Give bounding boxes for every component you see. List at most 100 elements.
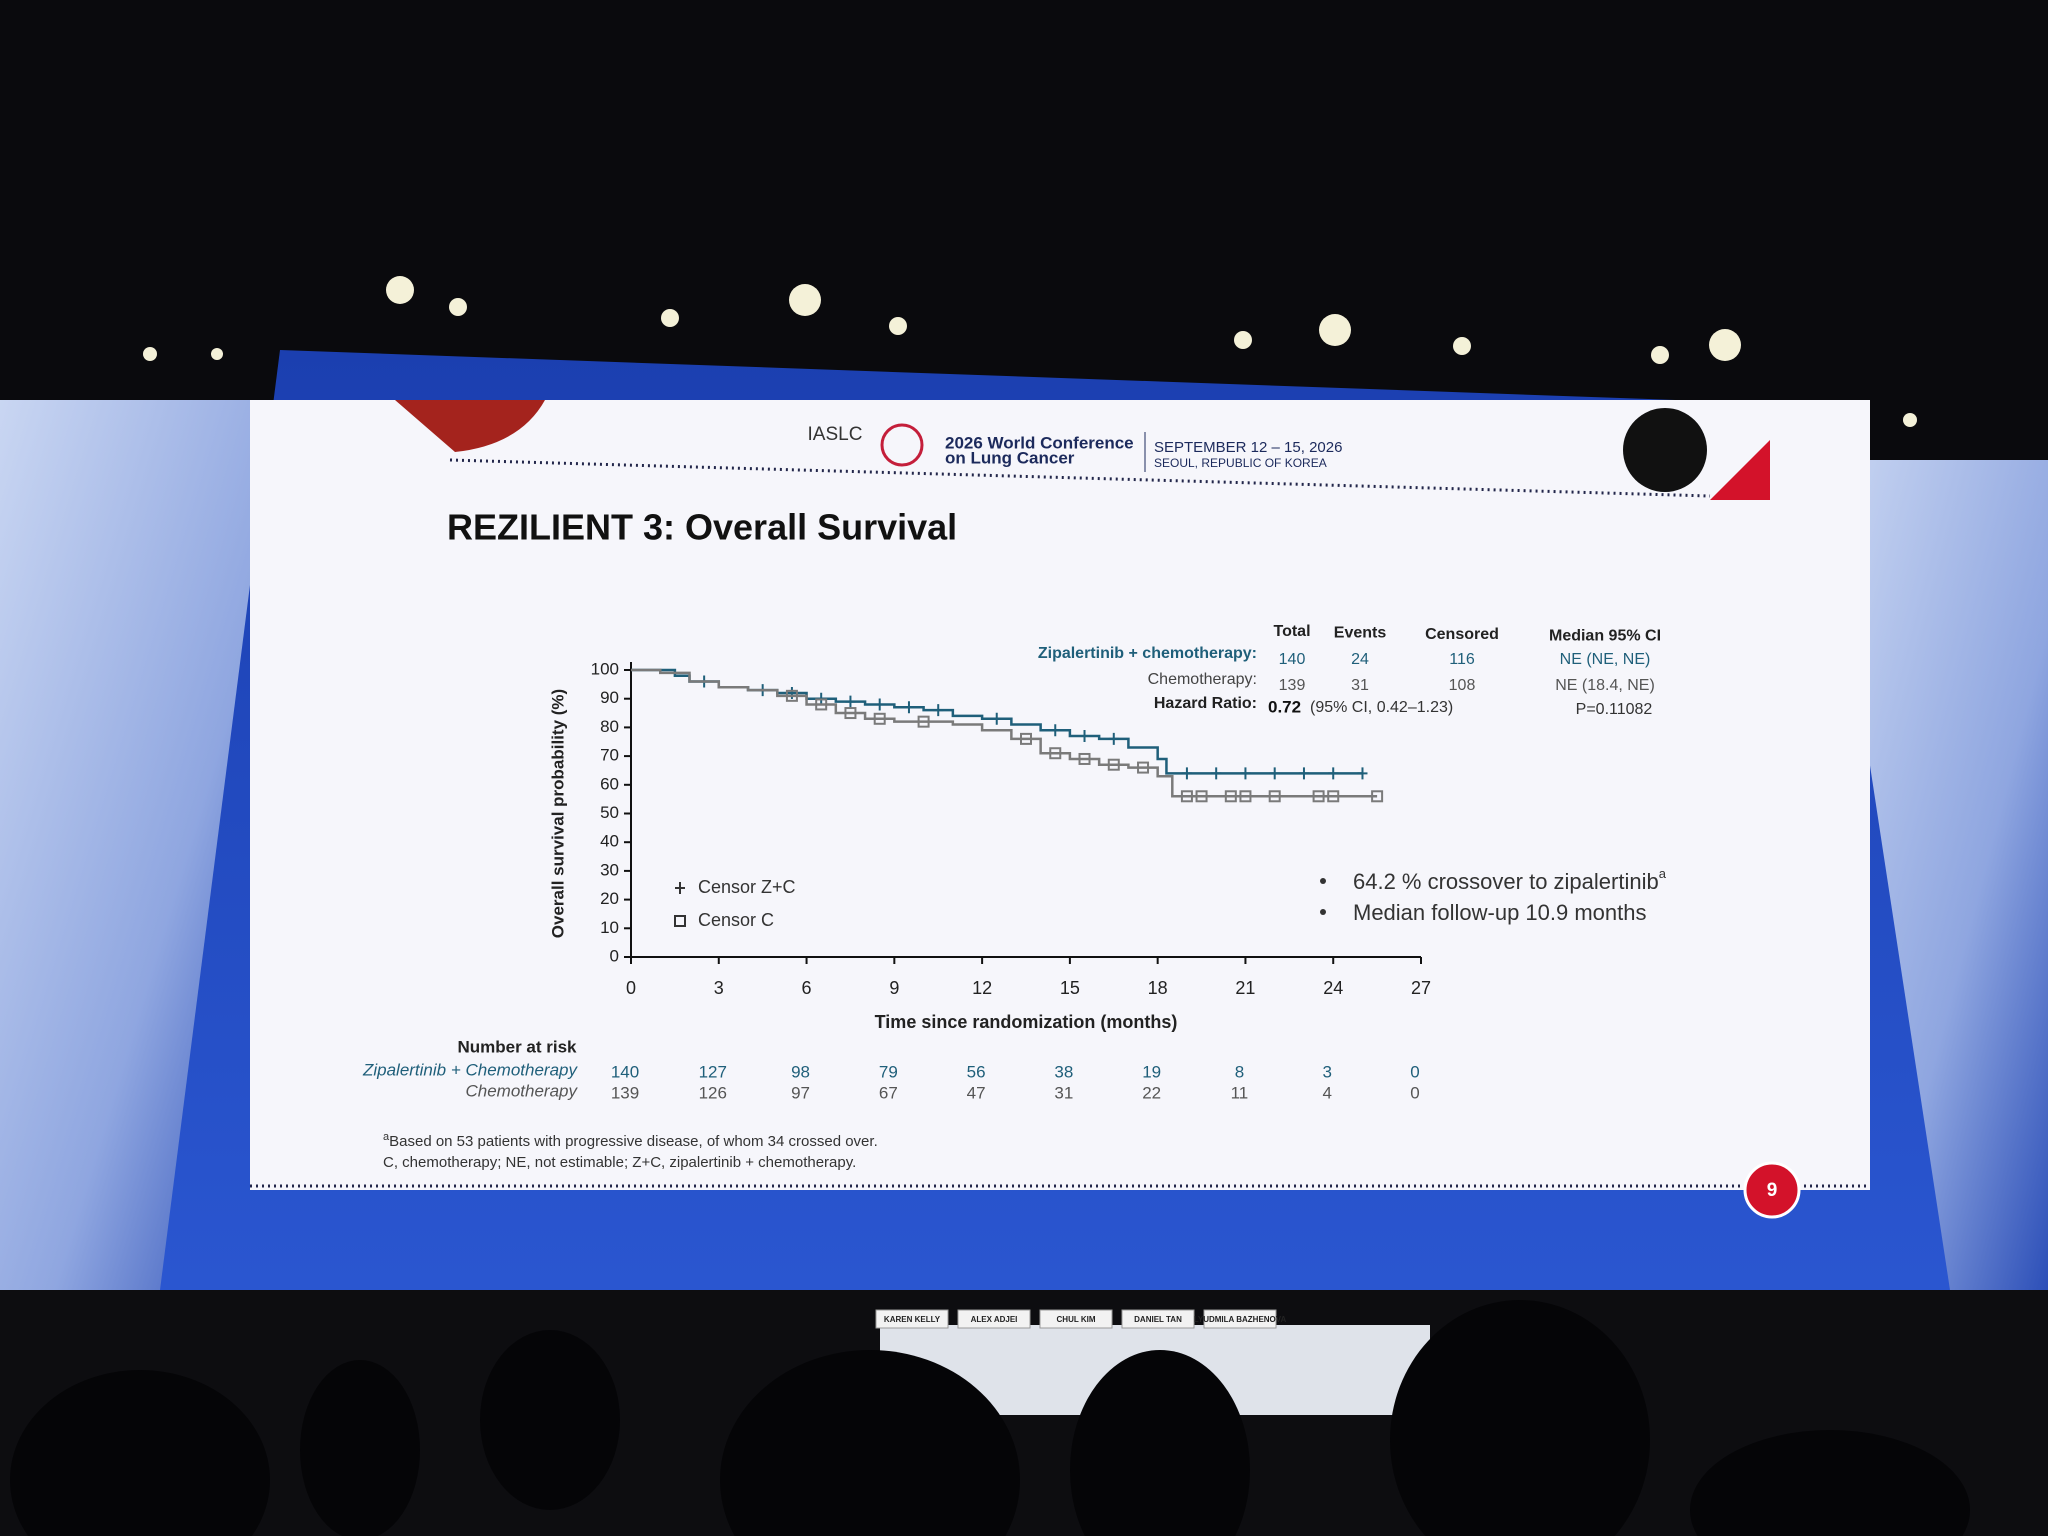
legend-label: Censor Z+C [698, 877, 796, 897]
bullet-main: Median follow-up 10.9 months [1353, 900, 1647, 925]
table-header: Censored [1425, 626, 1499, 643]
risk-count: 19 [1142, 1062, 1161, 1081]
risk-count: 8 [1235, 1062, 1244, 1081]
censor-mark [1240, 767, 1251, 780]
y-tick-label: 20 [600, 889, 619, 908]
censor-mark [1180, 790, 1193, 803]
table-cell: 108 [1449, 677, 1476, 694]
y-tick-label: 70 [600, 746, 619, 765]
footnote: aBased on 53 patients with progressive d… [383, 1131, 878, 1150]
y-axis-label: Overall survival probability (%) [548, 689, 567, 938]
censor-mark [1195, 790, 1208, 803]
hazard-ci: (95% CI, 0.42–1.23) [1310, 699, 1453, 716]
table-cell: 139 [1279, 677, 1306, 694]
superscript: a [383, 1131, 390, 1143]
censor-mark [1078, 752, 1091, 765]
risk-row-label: Chemotherapy [465, 1081, 578, 1100]
hazard-ratio: 0.72 [1268, 697, 1301, 716]
p-value: P=0.11082 [1576, 701, 1653, 718]
x-tick-label: 9 [889, 978, 899, 998]
conference-dates: SEPTEMBER 12 – 15, 2026 [1154, 439, 1342, 456]
table-cell: 31 [1351, 677, 1369, 694]
table-header: Median 95% CI [1549, 628, 1661, 645]
x-tick-label: 24 [1323, 978, 1343, 998]
risk-count: 11 [1231, 1083, 1249, 1102]
censor-mark [1268, 790, 1281, 803]
censor-mark [873, 712, 886, 725]
censor-mark [844, 707, 857, 720]
table-cell: 24 [1351, 651, 1369, 668]
x-tick-label: 15 [1060, 978, 1080, 998]
risk-count: 98 [791, 1062, 810, 1081]
censor-mark [1020, 732, 1032, 745]
hazard-label: Hazard Ratio: [1154, 695, 1257, 712]
censor-mark [1108, 732, 1119, 745]
censor-mark [1269, 767, 1280, 780]
risk-count: 67 [879, 1083, 898, 1102]
bullet-text: 64.2 % crossover to zipalertiniba [1353, 866, 1667, 893]
header-graphic [395, 400, 545, 452]
censor-mark [933, 704, 944, 717]
censor-mark [1312, 790, 1325, 803]
table-header: Events [1334, 625, 1387, 642]
slide-title: REZILIENT 3: Overall Survival [447, 507, 957, 548]
x-tick-label: 3 [714, 978, 724, 998]
survival-curve [631, 668, 1378, 798]
censor-mark [874, 698, 885, 711]
nametag [1039, 1309, 1113, 1329]
footnote-text: C, chemotherapy; NE, not estimable; Z+C,… [383, 1154, 856, 1171]
legend-marker [675, 882, 685, 894]
risk-count: 22 [1142, 1083, 1161, 1102]
risk-count: 139 [611, 1083, 639, 1102]
table-cell: 116 [1449, 651, 1475, 668]
x-tick-label: 12 [972, 978, 992, 998]
censor-mark [1050, 724, 1061, 737]
nametag-text: LYUDMILA BAZHENOVA [1194, 1315, 1287, 1324]
bullet-dot [1320, 909, 1326, 915]
y-tick-label: 50 [600, 803, 619, 822]
nametag [957, 1309, 1031, 1329]
table-row-label: Zipalertinib + chemotherapy: [1038, 645, 1257, 662]
nametag-text: DANIEL TAN [1134, 1315, 1182, 1324]
censor-mark [1137, 761, 1150, 774]
conference-name: on Lung Cancer [945, 448, 1075, 467]
nametag [875, 1309, 949, 1329]
censor-mark [903, 701, 914, 714]
censor-mark [1107, 758, 1120, 771]
audience [10, 1300, 1970, 1536]
legend-marker [674, 915, 686, 927]
censor-mark [815, 698, 828, 711]
nametag-text: KAREN KELLY [884, 1315, 941, 1324]
y-tick-label: 60 [600, 774, 619, 793]
legend-label: Censor C [698, 910, 774, 930]
risk-count: 56 [967, 1062, 986, 1081]
y-tick-label: 90 [600, 688, 619, 707]
x-axis-label: Time since randomization (months) [875, 1012, 1178, 1032]
risk-count: 47 [967, 1083, 986, 1102]
censor-mark [1298, 767, 1309, 780]
x-tick-label: 27 [1411, 978, 1431, 998]
risk-count: 126 [699, 1083, 727, 1102]
risk-count: 3 [1322, 1062, 1331, 1081]
x-tick-label: 6 [802, 978, 812, 998]
header-graphic [1623, 408, 1707, 492]
nametag-text: CHUL KIM [1057, 1315, 1096, 1324]
y-tick-label: 40 [600, 832, 619, 851]
table-cell: NE (18.4, NE) [1555, 677, 1655, 694]
bullet-main: 64.2 % crossover to zipalertinib [1353, 869, 1659, 894]
risk-count: 0 [1410, 1083, 1419, 1102]
nametag-text: ALEX ADJEI [971, 1315, 1018, 1324]
risk-count: 4 [1322, 1083, 1331, 1102]
logo [880, 423, 924, 467]
y-tick-label: 80 [600, 717, 619, 736]
table-cell: NE (NE, NE) [1560, 651, 1651, 668]
risk-count: 31 [1054, 1083, 1073, 1102]
nametag [1203, 1309, 1277, 1329]
risk-count: 0 [1410, 1062, 1419, 1081]
page-badge [1743, 1161, 1801, 1219]
stage-lights [143, 276, 1917, 427]
panel-nametags: KAREN KELLY ALEX ADJEI CHUL KIM DANIEL TAN L… [875, 1309, 1287, 1329]
